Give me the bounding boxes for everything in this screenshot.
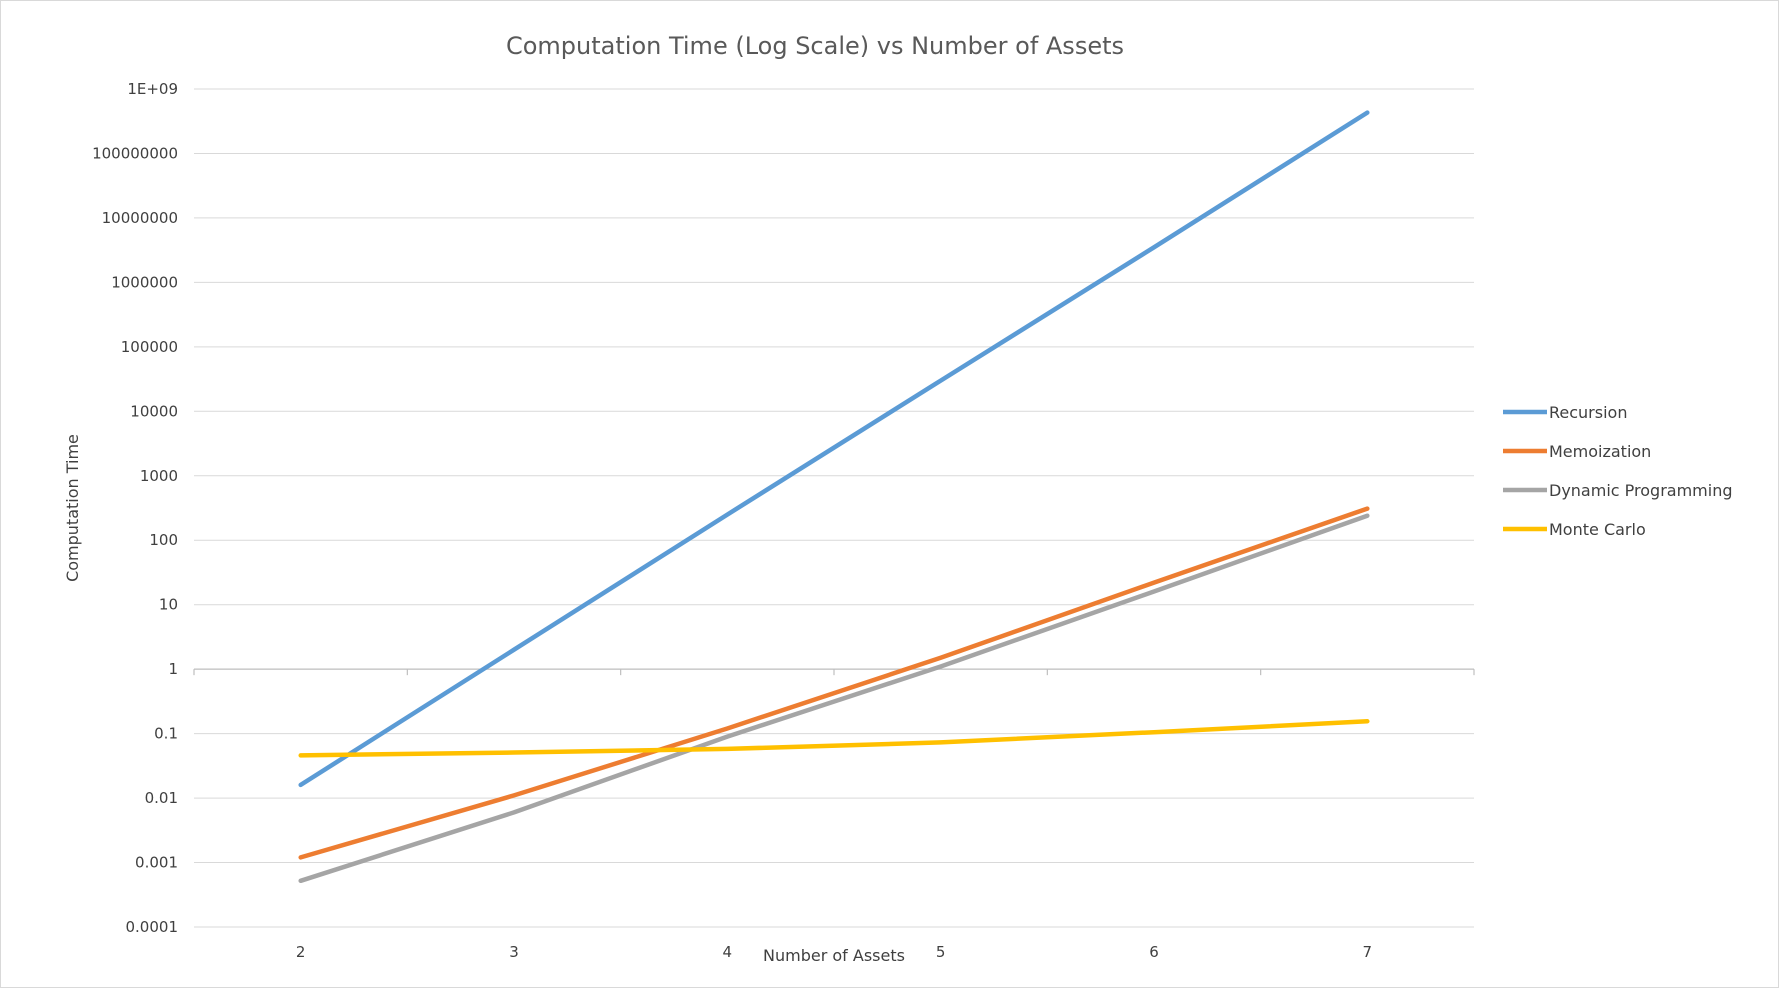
legend-label-monte-carlo: Monte Carlo (1549, 520, 1646, 539)
x-tick-label: 7 (1363, 943, 1373, 961)
chart-title: Computation Time (Log Scale) vs Number o… (506, 32, 1124, 60)
legend-label-dynamic-programming: Dynamic Programming (1549, 481, 1732, 500)
gridlines (194, 88, 1474, 928)
y-tick-label: 0.1 (154, 725, 178, 743)
x-axis: 2 3 4 5 6 7 (193, 668, 1475, 961)
x-tick-label: 3 (509, 943, 519, 961)
y-tick-label: 100000000 (92, 144, 178, 162)
y-tick-label: 0.0001 (126, 918, 179, 936)
y-tick-label: 0.001 (135, 854, 178, 872)
y-axis-tick-labels: 0.0001 0.001 0.01 0.1 1 10 100 1000 10000 100000 1… (92, 80, 178, 936)
x-tick-label: 2 (296, 943, 306, 961)
series-line-memoization (298, 506, 1370, 860)
y-tick-label: 100000 (121, 338, 178, 356)
y-tick-label: 1000 (140, 467, 178, 485)
x-axis-title: Number of Assets (763, 946, 905, 965)
x-tick-label: 5 (936, 943, 946, 961)
y-tick-label: 1 (168, 660, 178, 678)
x-tick-label: 4 (723, 943, 733, 961)
x-tick-label: 6 (1149, 943, 1159, 961)
y-tick-label: 0.01 (145, 789, 178, 807)
y-tick-label: 1000000 (111, 273, 178, 291)
series-line-dynamic-programming (298, 513, 1370, 884)
y-tick-label: 1E+09 (127, 80, 178, 98)
y-tick-label: 100 (149, 531, 178, 549)
y-axis-title: Computation Time (63, 434, 82, 582)
series-lines (298, 110, 1370, 884)
y-tick-label: 10000 (130, 402, 178, 420)
y-tick-label: 10 (159, 596, 178, 614)
legend: Recursion Memoization Dynamic Programming M… (1503, 403, 1732, 539)
legend-label-recursion: Recursion (1549, 403, 1627, 422)
y-tick-label: 10000000 (102, 209, 178, 227)
series-line-recursion (298, 110, 1370, 788)
legend-label-memoization: Memoization (1549, 442, 1651, 461)
series-line-monte-carlo (298, 719, 1370, 758)
